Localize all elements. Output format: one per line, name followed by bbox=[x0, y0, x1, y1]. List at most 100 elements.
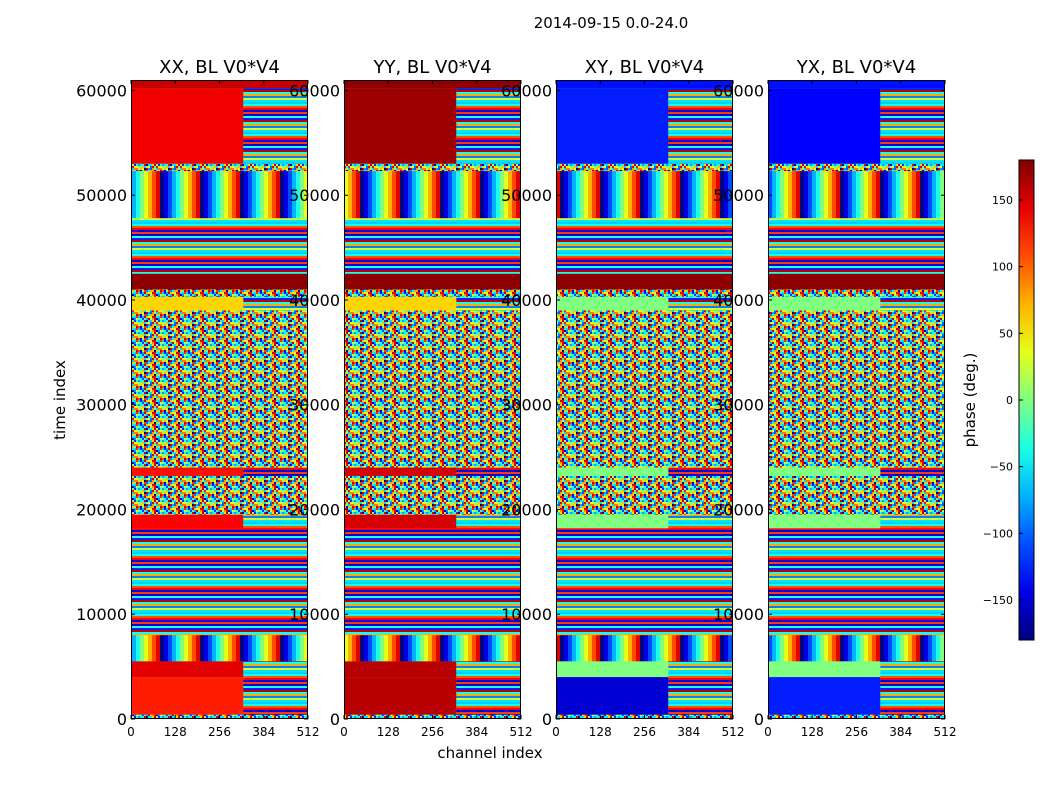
heatmap-band bbox=[556, 171, 733, 219]
heatmap-band bbox=[344, 677, 457, 715]
heatmap-band bbox=[556, 394, 733, 468]
x-tick-label: 384 bbox=[465, 725, 488, 739]
heatmap-band bbox=[131, 218, 308, 274]
x-tick-label: 128 bbox=[377, 725, 400, 739]
heatmap-band bbox=[768, 296, 881, 311]
y-tick-label: 0 bbox=[542, 710, 552, 729]
heatmap-band bbox=[243, 661, 308, 678]
heatmap-band bbox=[344, 163, 521, 172]
heatmap-band bbox=[243, 514, 308, 529]
heatmap-band bbox=[456, 467, 521, 476]
heatmap-band bbox=[668, 661, 733, 678]
x-tick-label: 256 bbox=[633, 725, 656, 739]
y-tick-label: 50000 bbox=[713, 186, 764, 205]
panel-yy: YY, BL V0*V4 0 128 256 384 512 0 10000 20000 300… bbox=[289, 57, 532, 739]
y-tick-label: 60000 bbox=[289, 81, 340, 100]
panel-xx: XX, BL V0*V4 0 128 256 384 512 0 10000 20000 300… bbox=[76, 57, 319, 739]
x-tick-label: 512 bbox=[510, 725, 533, 739]
heatmap-band bbox=[556, 289, 733, 297]
y-tick-label: 30000 bbox=[76, 396, 127, 415]
heatmap-image-xy bbox=[556, 80, 733, 719]
y-tick-label: 40000 bbox=[501, 291, 552, 310]
heatmap-band bbox=[768, 163, 945, 172]
heatmap-band bbox=[556, 514, 669, 529]
y-tick-label: 30000 bbox=[289, 396, 340, 415]
y-tick-label: 10000 bbox=[713, 605, 764, 624]
heatmap-band bbox=[880, 296, 945, 311]
heatmap-band bbox=[768, 467, 881, 476]
x-tick-label: 256 bbox=[421, 725, 444, 739]
y-tick-label: 0 bbox=[754, 710, 764, 729]
heatmap-band bbox=[768, 677, 881, 715]
heatmap-band bbox=[768, 635, 945, 662]
heatmap-band bbox=[556, 475, 733, 515]
y-tick-label: 50000 bbox=[501, 186, 552, 205]
panel-title-yy: YY, BL V0*V4 bbox=[372, 57, 491, 78]
y-tick-label: 30000 bbox=[501, 396, 552, 415]
heatmap-band bbox=[556, 163, 733, 172]
heatmap-band bbox=[768, 528, 945, 636]
heatmap-band bbox=[131, 661, 244, 678]
y-tick-label: 0 bbox=[330, 710, 340, 729]
figure-suptitle: 2014-09-15 0.0-24.0 bbox=[534, 14, 689, 32]
x-tick-label: 512 bbox=[934, 725, 957, 739]
y-tick-label: 20000 bbox=[289, 500, 340, 519]
heatmap-band bbox=[344, 475, 521, 515]
heatmap-band bbox=[556, 218, 733, 274]
y-tick-label: 40000 bbox=[713, 291, 764, 310]
colorbar: phase (deg.) −150 −100 −50 0 50 100 150 bbox=[961, 159, 1035, 641]
heatmap-band bbox=[556, 677, 669, 715]
colorbar-label: phase (deg.) bbox=[961, 353, 979, 448]
panel-title-yx: YX, BL V0*V4 bbox=[796, 57, 916, 78]
colorbar-tick-label: 50 bbox=[999, 327, 1013, 340]
heatmap-band bbox=[556, 88, 669, 164]
heatmap-band bbox=[768, 88, 881, 164]
panel-yx: YX, BL V0*V4 0 128 256 384 512 0 10000 20000 300… bbox=[713, 57, 956, 739]
y-tick-label: 10000 bbox=[289, 605, 340, 624]
colorbar-tick-label: 150 bbox=[992, 194, 1013, 207]
y-tick-label: 60000 bbox=[76, 81, 127, 100]
heatmap-band bbox=[131, 163, 308, 172]
heatmap-band bbox=[243, 677, 308, 715]
heatmap-band bbox=[668, 296, 733, 311]
panel-title-xy: XY, BL V0*V4 bbox=[585, 57, 704, 78]
x-tick-label: 256 bbox=[845, 725, 868, 739]
heatmap-band bbox=[768, 171, 945, 219]
heatmap-band bbox=[556, 467, 669, 476]
heatmap-band bbox=[131, 88, 244, 164]
heatmap-band bbox=[131, 514, 244, 529]
y-tick-label: 10000 bbox=[76, 605, 127, 624]
heatmap-band bbox=[556, 296, 669, 311]
x-tick-label: 128 bbox=[164, 725, 187, 739]
heatmap-band bbox=[131, 677, 244, 715]
heatmap-band bbox=[768, 80, 945, 89]
heatmap-band bbox=[131, 528, 308, 636]
heatmap-band bbox=[668, 88, 733, 164]
y-tick-label: 20000 bbox=[76, 500, 127, 519]
heatmap-band bbox=[131, 467, 244, 476]
heatmap-band bbox=[768, 514, 881, 529]
x-tick-label: 0 bbox=[127, 725, 135, 739]
heatmap-band bbox=[668, 677, 733, 715]
heatmap-band bbox=[344, 80, 521, 89]
x-tick-label: 0 bbox=[764, 725, 772, 739]
heatmap-band bbox=[131, 310, 308, 395]
heatmap-band bbox=[344, 528, 521, 636]
heatmap-band bbox=[131, 635, 308, 662]
x-tick-label: 512 bbox=[297, 725, 320, 739]
heatmap-band bbox=[344, 289, 521, 297]
y-tick-label: 0 bbox=[117, 710, 127, 729]
y-axis-label: time index bbox=[51, 360, 69, 440]
x-tick-label: 384 bbox=[889, 725, 912, 739]
heatmap-band bbox=[668, 514, 733, 529]
heatmap-band bbox=[131, 80, 308, 89]
x-tick-label: 0 bbox=[340, 725, 348, 739]
heatmap-band bbox=[768, 394, 945, 468]
y-tick-label: 60000 bbox=[713, 81, 764, 100]
heatmap-image-yx bbox=[768, 80, 945, 719]
heatmap-band bbox=[344, 88, 457, 164]
heatmap-band bbox=[131, 289, 308, 297]
heatmap-band bbox=[344, 273, 521, 290]
x-tick-label: 512 bbox=[722, 725, 745, 739]
